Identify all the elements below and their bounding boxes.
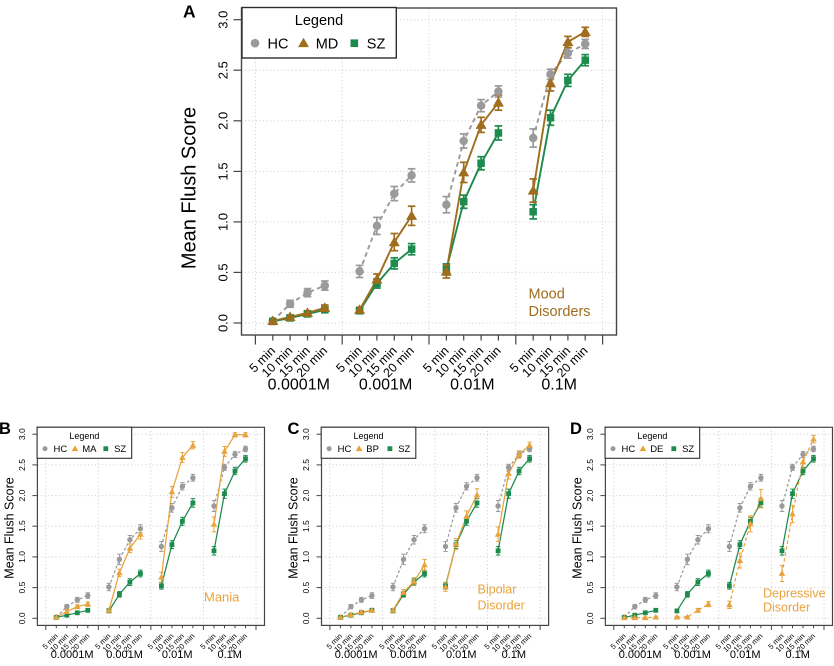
svg-text:0.0001M: 0.0001M [268,377,330,394]
svg-text:0.0: 0.0 [301,612,311,624]
svg-text:Mean Flush Score: Mean Flush Score [571,477,585,578]
svg-text:Legend: Legend [295,13,343,29]
svg-text:1.5: 1.5 [17,520,27,532]
svg-text:DE: DE [650,444,663,455]
svg-text:0.1M: 0.1M [541,377,577,394]
svg-text:0.0001M: 0.0001M [619,649,662,661]
svg-text:Mood: Mood [529,287,565,303]
svg-text:3.0: 3.0 [585,428,595,440]
svg-text:1.5: 1.5 [301,520,311,532]
svg-text:0.5: 0.5 [301,581,311,593]
svg-text:Legend: Legend [353,431,383,441]
svg-text:Mean Flush Score: Mean Flush Score [287,477,301,578]
svg-text:D: D [570,420,582,438]
svg-text:2.5: 2.5 [216,61,231,79]
svg-text:1.5: 1.5 [585,520,595,532]
svg-text:2.0: 2.0 [585,489,595,501]
svg-text:Mania: Mania [204,590,240,605]
svg-text:MD: MD [316,37,339,53]
svg-text:1.0: 1.0 [216,213,231,231]
svg-text:0.0: 0.0 [585,612,595,624]
svg-text:2.5: 2.5 [17,459,27,471]
svg-text:SZ: SZ [367,37,386,53]
svg-text:1.0: 1.0 [301,551,311,563]
svg-text:Depressive: Depressive [763,587,826,601]
svg-text:2.5: 2.5 [301,459,311,471]
svg-text:2.5: 2.5 [585,459,595,471]
svg-text:B: B [0,420,11,438]
svg-text:Disorder: Disorder [763,601,810,615]
svg-text:0.01M: 0.01M [730,649,761,661]
svg-text:0.01M: 0.01M [446,649,477,661]
svg-text:0.1M: 0.1M [785,649,809,661]
svg-text:2.0: 2.0 [301,489,311,501]
svg-text:BP: BP [366,444,379,455]
svg-text:0.1M: 0.1M [217,649,241,661]
svg-text:Mean Flush Score: Mean Flush Score [179,107,201,269]
svg-text:1.0: 1.0 [17,551,27,563]
svg-text:A: A [183,2,196,22]
svg-text:0.01M: 0.01M [450,377,494,394]
svg-text:Legend: Legend [69,431,99,441]
svg-text:0.5: 0.5 [585,581,595,593]
svg-text:SZ: SZ [114,444,126,455]
svg-text:HC: HC [338,444,352,455]
svg-text:SZ: SZ [682,444,694,455]
svg-text:3.0: 3.0 [216,11,231,29]
svg-text:0.5: 0.5 [216,263,231,281]
svg-text:3.0: 3.0 [17,428,27,440]
svg-text:0.001M: 0.001M [674,649,711,661]
svg-text:0.1M: 0.1M [502,649,526,661]
svg-text:HC: HC [268,37,289,53]
svg-text:SZ: SZ [398,444,410,455]
svg-text:MA: MA [82,444,97,455]
svg-text:2.0: 2.0 [17,489,27,501]
svg-text:1.0: 1.0 [585,551,595,563]
svg-text:HC: HC [622,444,636,455]
svg-text:0.0: 0.0 [216,314,231,332]
svg-text:2.0: 2.0 [216,112,231,130]
svg-text:0.001M: 0.001M [359,377,412,394]
svg-text:0.0: 0.0 [17,612,27,624]
svg-text:0.01M: 0.01M [162,649,193,661]
svg-text:0.001M: 0.001M [106,649,143,661]
svg-text:Bipolar: Bipolar [478,583,517,597]
svg-text:3.0: 3.0 [301,428,311,440]
svg-text:0.001M: 0.001M [390,649,427,661]
svg-text:1.5: 1.5 [216,162,231,180]
svg-text:Mean Flush Score: Mean Flush Score [3,477,17,578]
svg-text:C: C [288,420,300,438]
svg-text:0.0001M: 0.0001M [335,649,378,661]
svg-text:Disorders: Disorders [529,304,591,320]
svg-text:HC: HC [54,444,68,455]
svg-text:Legend: Legend [637,431,667,441]
svg-text:0.0001M: 0.0001M [51,649,94,661]
svg-text:Disorder: Disorder [478,598,525,612]
svg-text:0.5: 0.5 [17,581,27,593]
